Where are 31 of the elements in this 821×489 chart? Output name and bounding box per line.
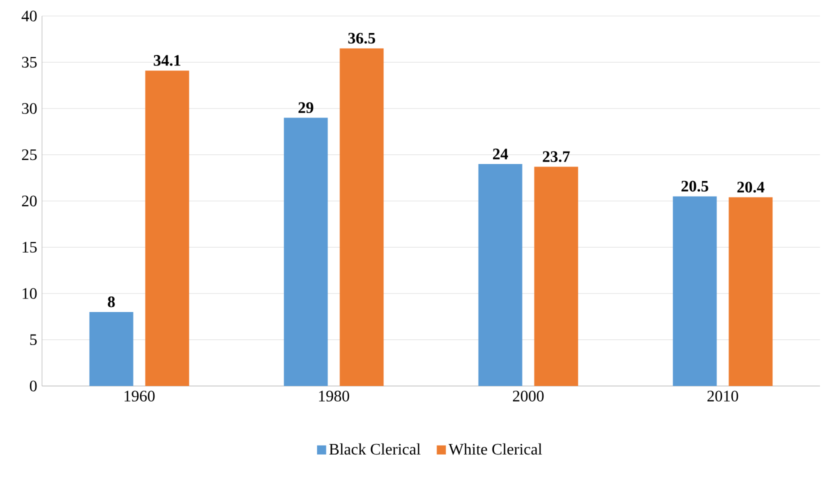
y-tick-label: 40	[22, 10, 37, 22]
y-tick-label: 15	[22, 242, 37, 253]
y-tick-label: 5	[30, 334, 37, 346]
bar	[89, 312, 134, 386]
y-tick-label: 35	[22, 56, 37, 68]
y-tick-label: 25	[22, 149, 37, 160]
y-tick-label: 30	[22, 103, 37, 114]
bar	[728, 197, 773, 386]
x-tick-label: 2010	[707, 390, 738, 402]
data-label: 8	[108, 296, 115, 308]
legend-label: Black Clerical	[329, 443, 420, 455]
bar	[284, 118, 328, 386]
y-tick-label: 0	[30, 380, 37, 392]
data-label: 20.5	[681, 180, 708, 192]
data-label: 23.7	[542, 151, 570, 162]
bar	[478, 164, 522, 386]
x-tick-label: 1980	[319, 390, 350, 402]
data-label: 29	[298, 102, 314, 114]
x-tick-label: 1960	[124, 390, 155, 402]
y-tick-label: 20	[22, 196, 37, 206]
data-label: 20.4	[737, 182, 764, 193]
legend-label: White Clerical	[448, 443, 542, 455]
data-label: 34.1	[154, 55, 180, 66]
data-label: 36.5	[348, 32, 376, 44]
bar	[340, 48, 384, 386]
y-tick-label: 10	[22, 288, 37, 299]
data-label: 24	[492, 148, 508, 160]
x-tick-label: 2000	[512, 390, 544, 402]
bar	[672, 196, 717, 386]
bar	[145, 70, 190, 386]
bar	[534, 166, 578, 386]
